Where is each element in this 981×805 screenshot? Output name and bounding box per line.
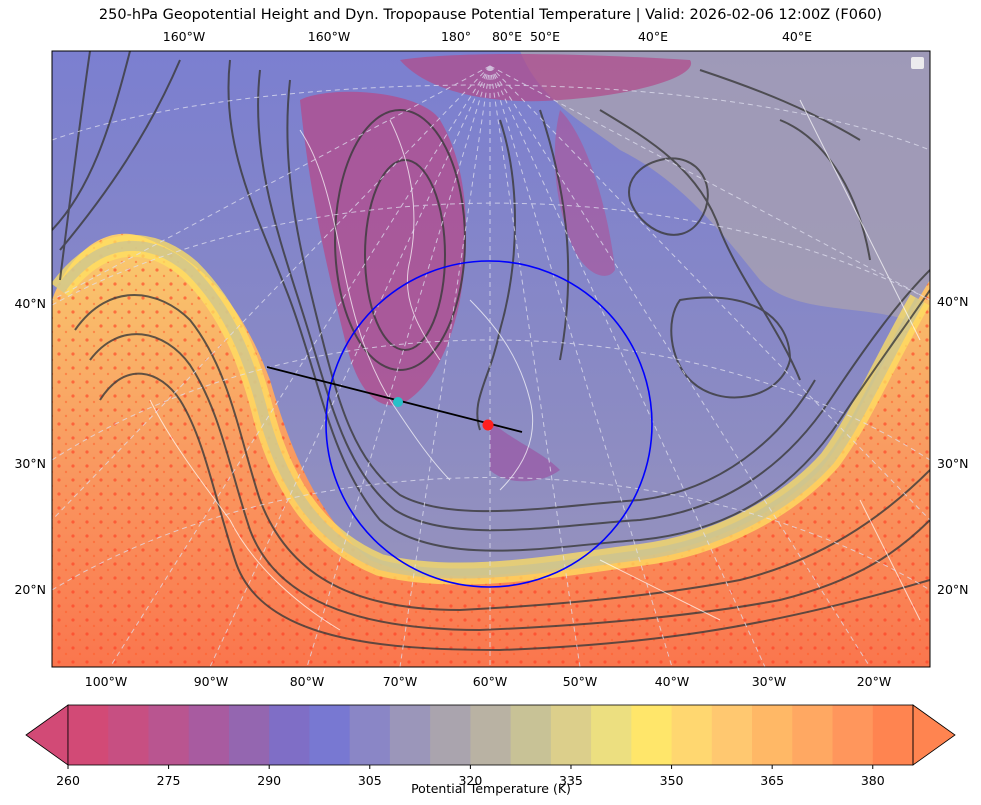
- map-panel: [52, 51, 930, 667]
- colorbar-cell: [228, 705, 270, 765]
- colorbar-label: Potential Temperature (K): [411, 781, 571, 796]
- bottom-lon-label: 80°W: [290, 674, 325, 689]
- legend-box: [911, 57, 924, 69]
- bottom-lon-label: 70°W: [383, 674, 418, 689]
- colorbar-tick-label: 320: [458, 773, 482, 788]
- colorbar-cell: [188, 705, 230, 765]
- colorbar-cell: [148, 705, 190, 765]
- colorbar-cell: [68, 705, 109, 765]
- bottom-lon-label: 30°W: [752, 674, 787, 689]
- range-circle: [325, 260, 653, 588]
- colorbar-cell: [832, 705, 874, 765]
- colorbar-tick-label: 335: [559, 773, 583, 788]
- left-lat-label: 30°N: [14, 456, 46, 471]
- colorbar-cell: [550, 705, 592, 765]
- bottom-lon-label: 100°W: [85, 674, 127, 689]
- bottom-lon-label: 90°W: [194, 674, 229, 689]
- colorbar-cells: [68, 705, 914, 765]
- left-lat-label: 40°N: [14, 296, 46, 311]
- colorbar-ticks: 260 275 290 305 320 335 350 365 380: [56, 765, 885, 788]
- height-contours: [52, 51, 930, 652]
- top-lon-label: 40°E: [638, 29, 668, 44]
- colorbar-cell: [430, 705, 471, 765]
- colorbar-cell: [470, 705, 512, 765]
- graticule: [52, 65, 930, 667]
- left-lat-label: 20°N: [14, 582, 46, 597]
- bottom-lon-label: 40°W: [655, 674, 690, 689]
- colorbar-extend-min: [25, 704, 69, 766]
- colorbar-cell: [671, 705, 713, 765]
- coastlines: [149, 99, 921, 631]
- colorbar-cell: [792, 705, 834, 765]
- colorbar-tick-label: 365: [760, 773, 784, 788]
- colorbar-tick-label: 350: [660, 773, 684, 788]
- cyan-marker: [393, 397, 403, 407]
- colorbar-cell: [269, 705, 310, 765]
- right-latitude-labels: 40°N 30°N 20°N: [937, 294, 969, 597]
- bottom-lon-label: 50°W: [563, 674, 598, 689]
- map-title: 250-hPa Geopotential Height and Dyn. Tro…: [98, 7, 883, 23]
- top-lon-label: 160°W: [163, 29, 205, 44]
- colorbar-tick-label: 380: [861, 773, 885, 788]
- colorbar-cell: [591, 705, 632, 765]
- colorbar-cell: [389, 705, 431, 765]
- colorbar-cell: [108, 705, 149, 765]
- left-latitude-labels: 40°N 30°N 20°N: [14, 296, 46, 597]
- right-lat-label: 40°N: [937, 294, 969, 309]
- top-longitude-labels: 160°W 160°W 180° 80°E 50°E 40°E 40°E: [163, 29, 812, 44]
- bottom-longitude-labels: 100°W 90°W 80°W 70°W 60°W 50°W 40°W 30°W…: [85, 674, 891, 689]
- top-lon-label: 80°E: [492, 29, 522, 44]
- right-lat-label: 30°N: [937, 456, 969, 471]
- red-marker: [482, 419, 494, 431]
- colorbar-cell: [752, 705, 793, 765]
- bottom-lon-label: 20°W: [857, 674, 892, 689]
- colorbar: 260 275 290 305 320 335 350 365 380 Potential Te…: [25, 704, 956, 796]
- colorbar-cell: [309, 705, 351, 765]
- bottom-lon-label: 60°W: [473, 674, 508, 689]
- top-lon-label: 180°: [441, 29, 471, 44]
- top-lon-label: 50°E: [530, 29, 560, 44]
- top-lon-label: 160°W: [308, 29, 350, 44]
- colorbar-tick-label: 275: [157, 773, 181, 788]
- colorbar-cell: [349, 705, 391, 765]
- colorbar-tick-label: 290: [257, 773, 281, 788]
- colorbar-cell: [510, 705, 552, 765]
- colorbar-cell: [711, 705, 753, 765]
- right-lat-label: 20°N: [937, 582, 969, 597]
- top-lon-label: 40°E: [782, 29, 812, 44]
- colorbar-cell: [631, 705, 673, 765]
- colorbar-extend-max: [912, 704, 956, 766]
- colorbar-cell: [872, 705, 914, 765]
- colorbar-tick-label: 260: [56, 773, 80, 788]
- colorbar-tick-label: 305: [358, 773, 382, 788]
